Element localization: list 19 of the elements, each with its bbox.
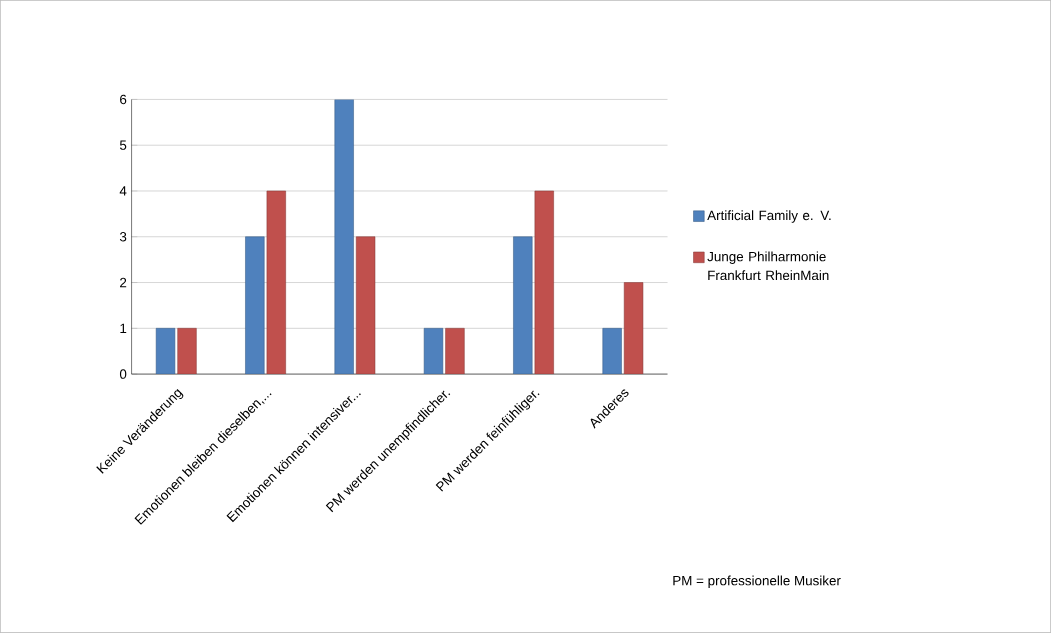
bar — [513, 236, 533, 375]
legend-label: Junge Philharmonie Frankfurt RheinMain — [707, 251, 829, 281]
bar — [445, 328, 465, 375]
bar — [266, 190, 286, 375]
bar — [602, 328, 622, 375]
bar — [334, 99, 354, 375]
bar — [355, 236, 376, 375]
bar — [245, 236, 265, 375]
y-tick-label: 6 — [120, 94, 127, 105]
y-tick-label: 5 — [119, 140, 127, 150]
y-tick-label: 3 — [119, 232, 127, 242]
bar — [177, 328, 197, 375]
y-tick-label: 4 — [119, 186, 127, 196]
y-tick-label: 0 — [119, 369, 127, 379]
legend-label: Artificial Family e. V. — [707, 210, 831, 223]
bar — [534, 190, 554, 375]
y-tick-label: 2 — [120, 277, 127, 288]
text: PM = professionelle Musiker — [673, 575, 841, 589]
y-tick-label: 1 — [120, 323, 127, 333]
